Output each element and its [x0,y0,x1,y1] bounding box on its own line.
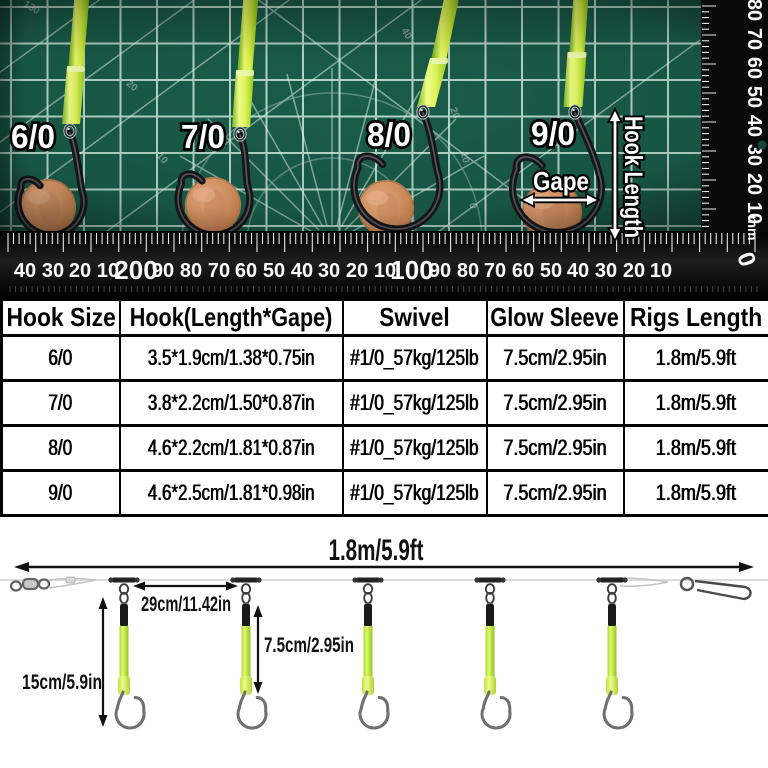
svg-text:20: 20 [623,260,645,282]
svg-text:40: 40 [567,260,589,282]
svg-text:mm: mm [745,216,761,241]
svg-text:80: 80 [743,0,765,21]
svg-text:7.5cm/2.95in: 7.5cm/2.95in [264,634,354,657]
svg-text:30: 30 [595,260,617,282]
svg-text:70: 70 [208,260,230,282]
svg-text:60: 60 [743,57,765,79]
svg-text:40: 40 [291,260,313,282]
svg-text:80: 80 [180,260,202,282]
svg-text:15cm/5.9in: 15cm/5.9in [22,671,102,694]
svg-text:Hook Length: Hook Length [619,116,647,238]
svg-text:30: 30 [318,260,340,282]
svg-text:20: 20 [743,173,765,195]
svg-text:80: 80 [457,260,479,282]
svg-text:70: 70 [484,260,506,282]
svg-text:10: 10 [374,260,396,282]
svg-text:10: 10 [743,202,765,224]
svg-text:29cm/11.42in: 29cm/11.42in [141,593,231,616]
svg-text:200: 200 [114,255,157,285]
svg-text:90: 90 [152,260,174,282]
svg-text:70: 70 [743,28,765,50]
svg-text:40: 40 [743,115,765,137]
svg-text:60: 60 [235,260,257,282]
svg-text:30: 30 [42,260,64,282]
svg-text:20: 20 [346,260,368,282]
svg-text:10: 10 [97,260,119,282]
svg-text:50: 50 [540,260,562,282]
svg-text:100: 100 [390,255,433,285]
svg-text:20: 20 [69,260,91,282]
svg-text:9/0: 9/0 [531,115,575,152]
svg-text:6/0: 6/0 [11,118,55,155]
svg-text:8/0: 8/0 [367,116,411,153]
svg-text:60: 60 [512,260,534,282]
svg-text:50: 50 [743,86,765,108]
svg-text:10: 10 [650,260,672,282]
svg-text:Gape: Gape [533,166,589,196]
svg-text:1.8m/5.9ft: 1.8m/5.9ft [329,534,424,567]
svg-text:50: 50 [263,260,285,282]
svg-text:40: 40 [14,260,36,282]
svg-text:30: 30 [743,144,765,166]
svg-text:7/0: 7/0 [181,118,225,155]
svg-text:90: 90 [429,260,451,282]
